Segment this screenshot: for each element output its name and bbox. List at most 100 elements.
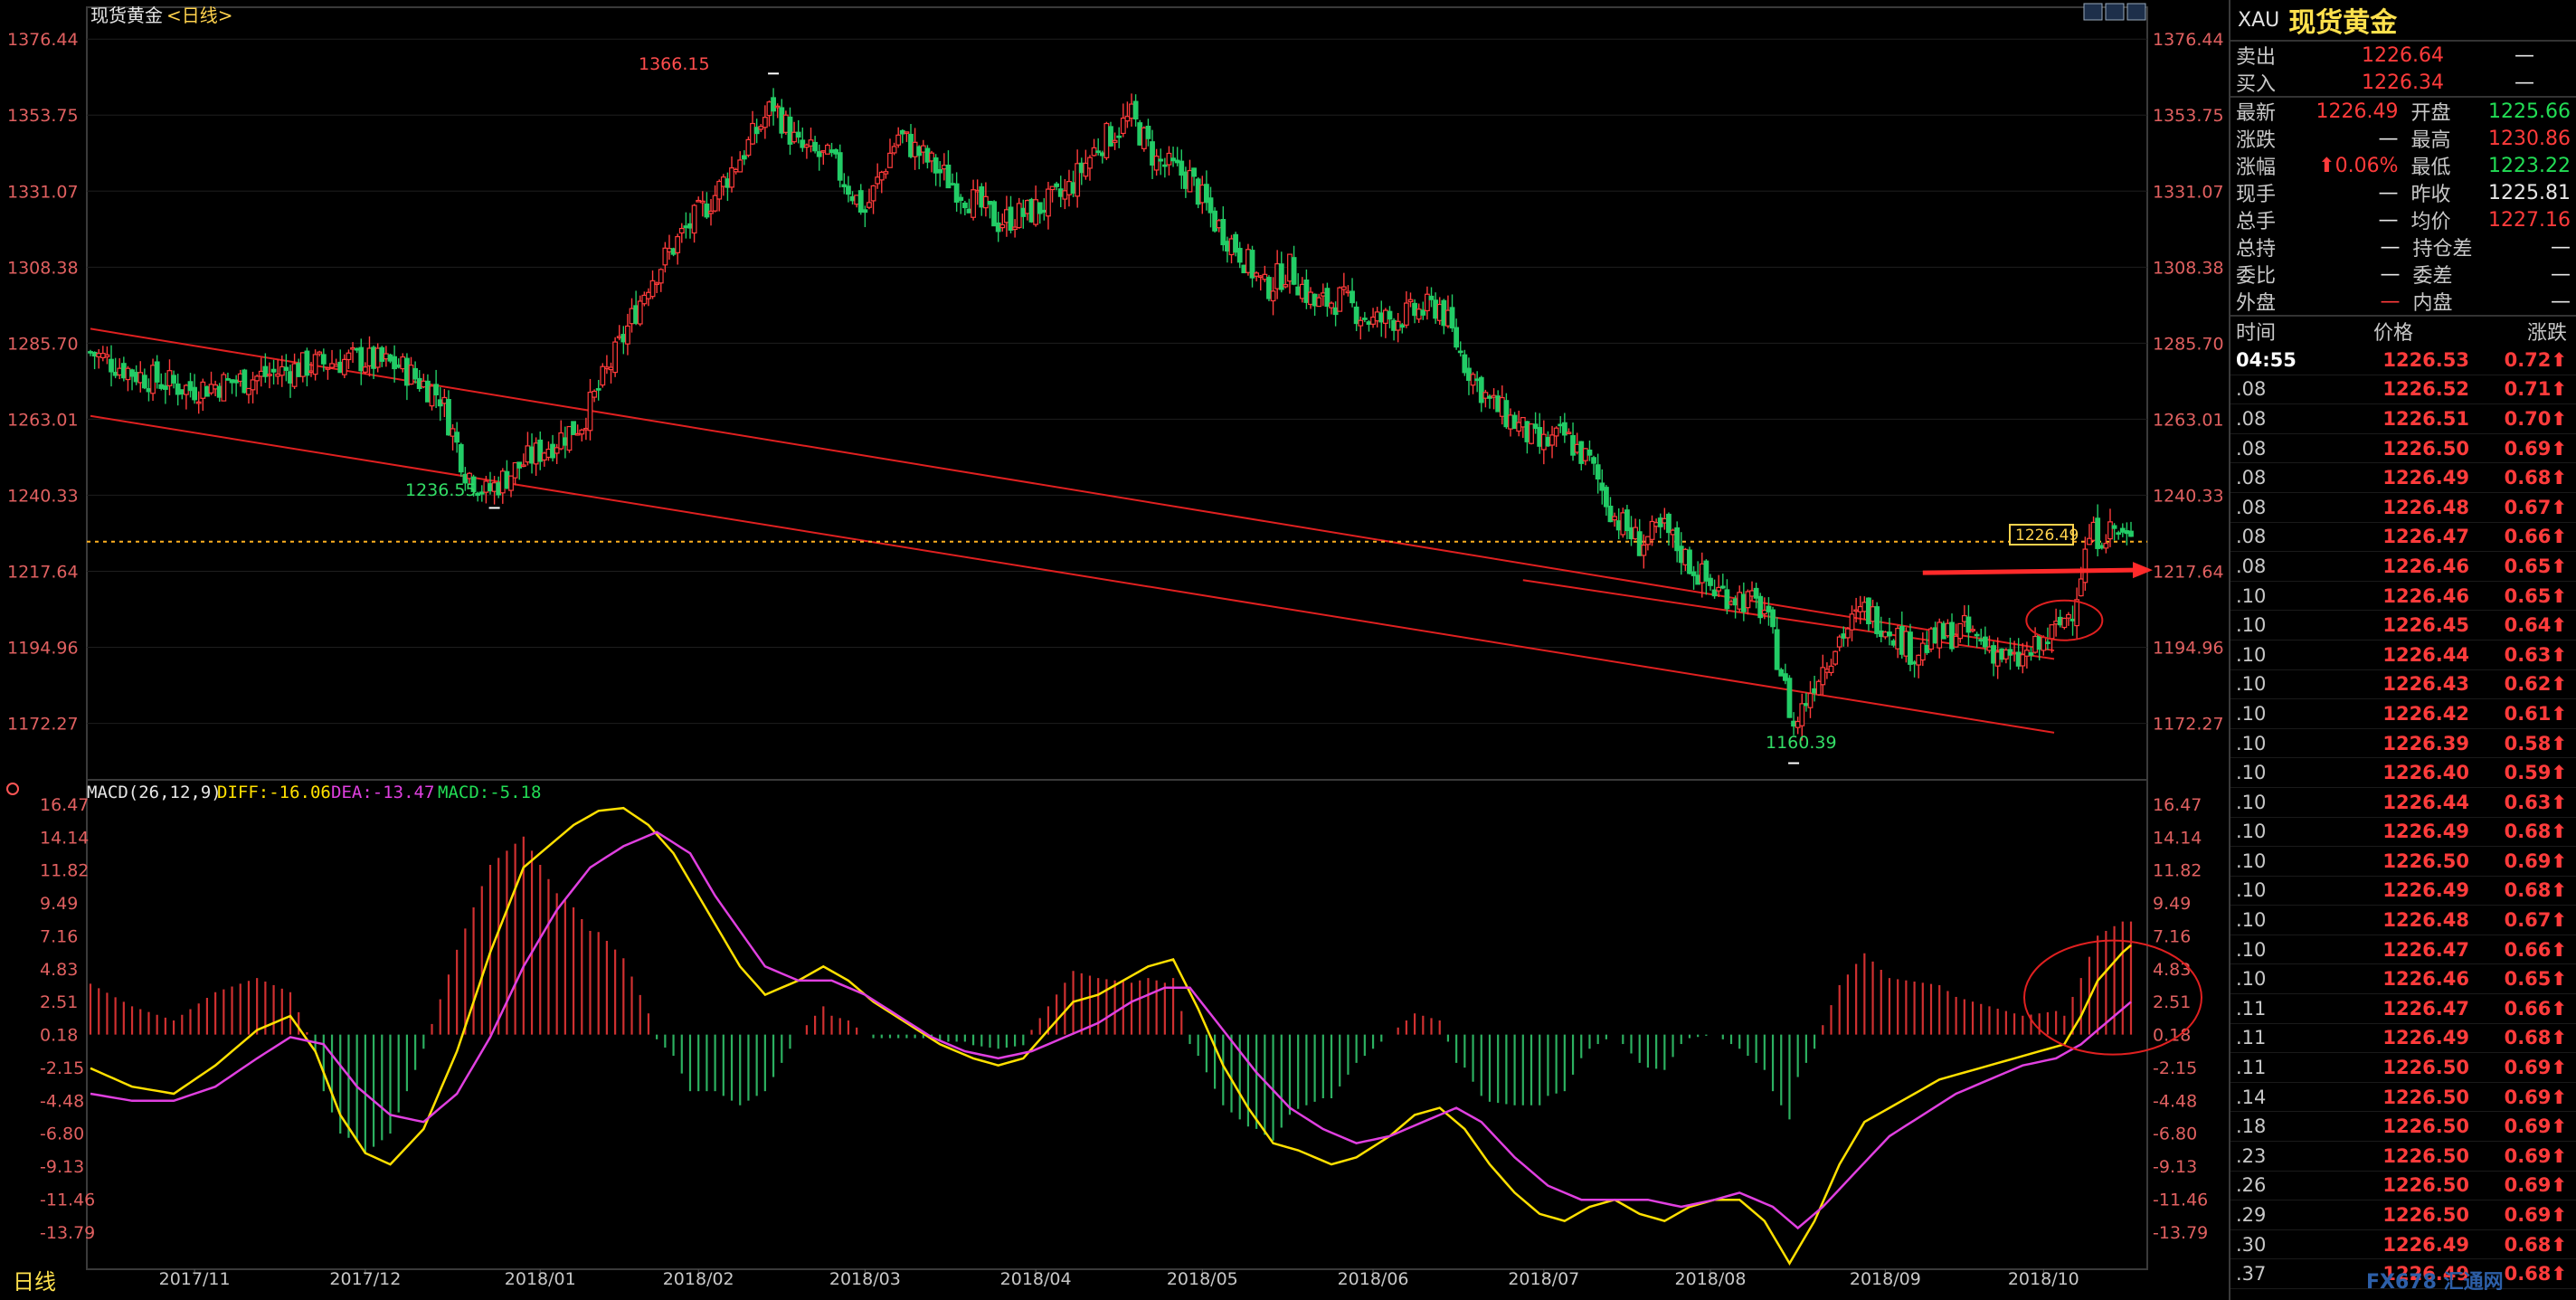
quote-stat-row: 总持 — 持仓差 —: [2236, 235, 2571, 261]
candle-body: [387, 354, 393, 362]
tick-row: .10 1226.40 0.59⬆: [2230, 758, 2576, 788]
candle-body: [804, 144, 810, 148]
tick-row: .10 1226.39 0.58⬆: [2230, 729, 2576, 759]
candle-body: [425, 380, 431, 403]
candle-body: [166, 370, 173, 386]
chart-title: 现货黄金: [90, 5, 163, 26]
candle-body: [258, 370, 264, 377]
candle-body: [829, 149, 835, 154]
candle-body: [733, 168, 739, 173]
candle-body: [478, 491, 485, 495]
tick-row: .18 1226.50 0.69⬆: [2230, 1112, 2576, 1143]
candle-body: [571, 421, 576, 435]
candle-body: [1020, 207, 1027, 217]
window-btn-1[interactable]: [2083, 3, 2103, 21]
candle-body: [683, 225, 689, 229]
candle-body: [1499, 396, 1505, 417]
candle-body: [1236, 248, 1243, 263]
candle-body: [1008, 206, 1014, 231]
candle-body: [1462, 354, 1468, 374]
tick-list[interactable]: 04:55 1226.53 0.72⬆ .08 1226.52 0.71⬆ .08 1226.…: [2230, 346, 2576, 1289]
tick-row: .23 1226.50 0.69⬆: [2230, 1142, 2576, 1172]
candle-body: [1145, 125, 1151, 139]
candle-body: [112, 371, 118, 376]
macd-y-tick-left: 11.82: [40, 861, 89, 881]
macd-y-tick-left: 0.18: [40, 1026, 78, 1046]
annotation-low-aug: 1160.39: [1766, 733, 1837, 753]
candle-body: [1540, 433, 1547, 451]
candle-body: [141, 375, 147, 389]
candle-body: [1150, 141, 1155, 166]
candle-body: [758, 126, 764, 130]
candle-body: [525, 445, 531, 463]
candle-body: [891, 146, 897, 154]
candle-body: [966, 208, 972, 214]
y-tick-right: 1353.75: [2153, 106, 2224, 126]
candle-body: [1699, 563, 1705, 584]
macd-settings-icon[interactable]: [6, 783, 19, 795]
candle-body: [971, 189, 976, 218]
candle-body: [99, 352, 106, 359]
y-tick-right: 1172.27: [2153, 715, 2224, 735]
macd-y-tick-right: 16.47: [2153, 795, 2202, 815]
candle-body: [1382, 309, 1388, 324]
candle-body: [600, 365, 606, 386]
macd-value-label: MACD:-5.18: [438, 783, 541, 802]
candle-body: [1161, 164, 1168, 167]
candle-body: [687, 223, 693, 229]
candle-body: [296, 363, 302, 377]
candle-body: [545, 448, 552, 459]
x-tick-label: 2018/04: [1000, 1269, 1072, 1289]
candle-body: [354, 347, 360, 351]
candle-body: [1283, 284, 1289, 288]
candle-body: [979, 185, 985, 208]
candle-body: [2124, 530, 2130, 535]
candle-body: [887, 152, 893, 168]
candle-body: [1254, 272, 1260, 277]
candle-body: [958, 196, 964, 202]
candle-body: [1070, 182, 1076, 195]
candle-body: [1103, 122, 1110, 158]
trend-line: [1522, 579, 2055, 660]
macd-y-tick-right: -13.79: [2153, 1223, 2208, 1243]
candle-body: [158, 384, 165, 389]
candle-body: [1078, 162, 1084, 174]
quote-stat-row: 外盘 — 内盘 —: [2236, 289, 2571, 316]
candle-body: [808, 139, 814, 147]
candle-body: [1895, 628, 1901, 650]
candle-body: [2111, 525, 2117, 529]
candle-body: [1195, 178, 1201, 205]
candle-body: [1887, 631, 1892, 637]
tick-row: .29 1226.50 0.69⬆: [2230, 1200, 2576, 1230]
candle-body: [429, 385, 435, 407]
macd-title: MACD(26,12,9): [87, 783, 222, 802]
candle-body: [1337, 287, 1343, 312]
candle-body: [1095, 150, 1102, 154]
window-btn-2[interactable]: [2105, 3, 2125, 21]
chart-period[interactable]: <日线>: [166, 5, 233, 26]
candle-body: [2116, 532, 2122, 536]
candle-body: [1124, 116, 1131, 122]
macd-dea-label: DEA:-13.47: [331, 783, 434, 802]
bottom-tab[interactable]: 日线: [13, 1269, 56, 1295]
macd-y-tick-right: -11.46: [2153, 1191, 2208, 1210]
candle-body: [491, 482, 497, 492]
macd-y-tick-right: 9.49: [2153, 894, 2191, 914]
candle-body: [1179, 160, 1185, 176]
candle-body: [729, 167, 734, 188]
candle-body: [96, 353, 102, 358]
candle-body: [1366, 321, 1372, 325]
tick-row: .10 1226.46 0.65⬆: [2230, 964, 2576, 995]
y-tick-right: 1308.38: [2153, 258, 2224, 278]
candle-body: [488, 483, 493, 492]
candle-body: [1561, 422, 1567, 436]
candle-body: [1520, 416, 1526, 428]
candle-body: [774, 105, 781, 109]
macd-y-tick-left: 9.49: [40, 894, 78, 914]
candle-body: [175, 383, 181, 395]
window-btn-3[interactable]: [2126, 3, 2146, 21]
candle-body: [412, 367, 419, 380]
candle-body: [2049, 624, 2055, 640]
candle-body: [875, 176, 881, 185]
candle-body: [1820, 667, 1826, 686]
